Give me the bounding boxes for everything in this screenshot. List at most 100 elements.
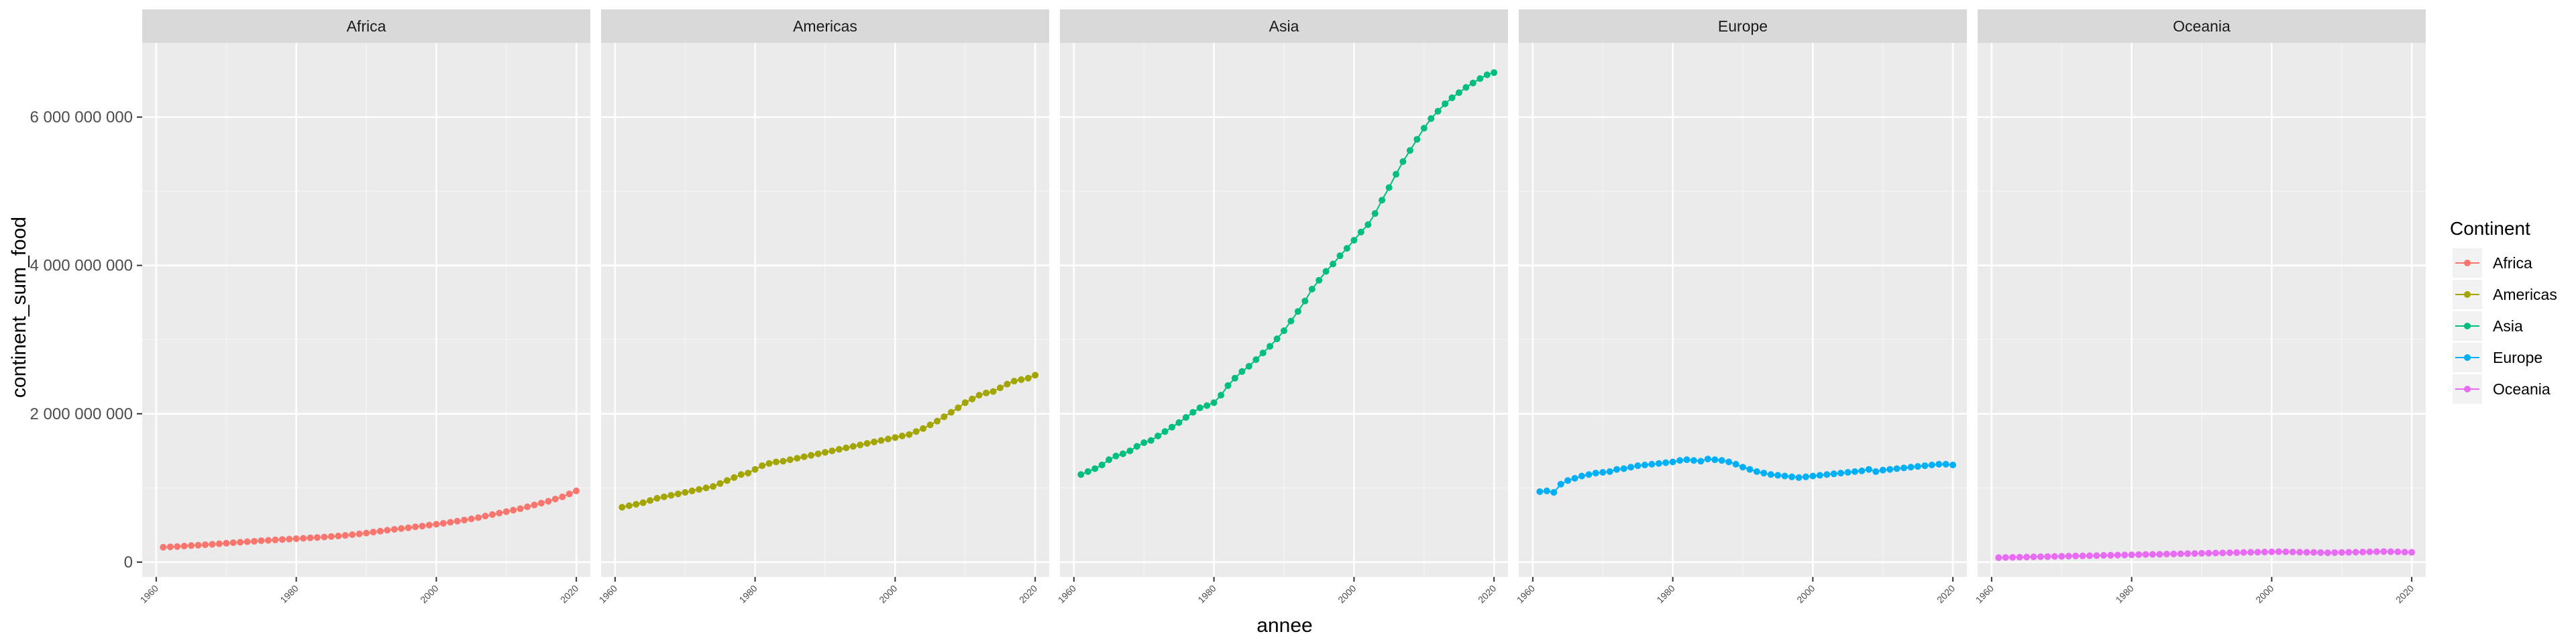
data-point bbox=[1718, 457, 1725, 464]
data-point bbox=[2044, 553, 2051, 560]
data-point bbox=[1599, 469, 1607, 476]
data-point bbox=[723, 477, 731, 484]
data-point bbox=[258, 537, 265, 544]
legend-key-point bbox=[2464, 354, 2471, 361]
data-point bbox=[2002, 554, 2009, 561]
legend-item: Asia bbox=[2453, 311, 2523, 341]
data-point bbox=[1273, 335, 1281, 343]
data-point bbox=[2191, 550, 2198, 557]
data-point bbox=[892, 434, 899, 441]
data-point bbox=[975, 392, 983, 399]
data-point bbox=[433, 521, 440, 528]
data-point bbox=[2198, 549, 2205, 557]
data-point bbox=[660, 493, 667, 500]
data-point bbox=[1393, 170, 1399, 178]
data-point bbox=[1620, 465, 1627, 472]
data-point bbox=[1844, 469, 1851, 476]
data-point bbox=[1900, 464, 1908, 472]
facet-strip-label: Asia bbox=[1269, 17, 1299, 35]
data-point bbox=[453, 517, 461, 525]
data-point bbox=[1203, 402, 1211, 409]
data-point bbox=[1802, 473, 1809, 480]
data-point bbox=[934, 417, 941, 425]
data-point bbox=[1364, 221, 1372, 228]
data-point bbox=[1469, 79, 1477, 87]
data-point bbox=[327, 533, 335, 540]
data-point bbox=[545, 498, 552, 505]
x-tick-label: 2020 bbox=[2394, 583, 2416, 605]
data-point bbox=[961, 399, 969, 407]
data-point bbox=[1448, 94, 1456, 101]
data-point bbox=[1413, 136, 1421, 143]
data-point bbox=[2065, 553, 2072, 559]
data-point bbox=[759, 462, 766, 470]
data-point bbox=[2380, 548, 2387, 555]
data-point bbox=[828, 447, 836, 455]
y-tick-label: 4 000 000 000 bbox=[30, 257, 133, 275]
data-point bbox=[1536, 488, 1544, 495]
data-point bbox=[716, 480, 724, 487]
facet-strip bbox=[142, 9, 590, 43]
data-point bbox=[920, 425, 927, 432]
data-point bbox=[794, 455, 801, 462]
data-point bbox=[702, 484, 710, 492]
data-point bbox=[2275, 548, 2282, 555]
data-point bbox=[1371, 210, 1379, 217]
y-axis-title: continent_sum_food bbox=[8, 217, 30, 398]
data-point bbox=[1851, 468, 1858, 475]
x-tick-label: 1960 bbox=[1056, 583, 1078, 605]
data-point bbox=[1858, 467, 1866, 474]
data-point bbox=[1379, 197, 1386, 204]
data-point bbox=[1420, 125, 1428, 132]
data-point bbox=[898, 432, 906, 439]
data-point bbox=[1746, 466, 1754, 473]
data-point bbox=[1879, 466, 1886, 474]
facet-strip-label: Africa bbox=[347, 17, 386, 35]
data-point bbox=[2345, 549, 2353, 556]
data-point bbox=[1995, 554, 2002, 561]
data-point bbox=[2086, 552, 2093, 559]
legend: Continent Africa Americas Asia Europe Oceani… bbox=[2450, 218, 2557, 404]
data-point bbox=[996, 384, 1004, 392]
data-point bbox=[1428, 115, 1435, 122]
x-tick-label: 2020 bbox=[1017, 583, 1039, 605]
facet-panel: Asia 1960 1980 2000 2020 bbox=[1056, 9, 1508, 605]
data-point bbox=[1543, 487, 1550, 494]
data-point bbox=[531, 501, 538, 508]
data-point bbox=[1914, 463, 1921, 470]
data-point bbox=[955, 404, 962, 411]
data-point bbox=[1126, 447, 1134, 455]
x-tick-label: 2020 bbox=[1476, 583, 1498, 605]
data-point bbox=[1830, 470, 1837, 478]
data-point bbox=[2023, 553, 2031, 561]
data-point bbox=[2261, 548, 2268, 555]
data-point bbox=[751, 466, 759, 473]
data-point bbox=[1571, 475, 1578, 482]
data-point bbox=[1294, 308, 1301, 315]
data-point bbox=[1725, 458, 1733, 466]
data-point bbox=[2121, 551, 2129, 559]
data-point bbox=[1606, 468, 1613, 475]
data-point bbox=[765, 460, 773, 467]
data-point bbox=[390, 526, 398, 533]
data-point bbox=[1921, 462, 1929, 470]
data-point bbox=[653, 494, 661, 502]
x-tick-label: 1960 bbox=[1974, 583, 1996, 605]
data-point bbox=[229, 539, 237, 546]
x-tick-label: 2000 bbox=[877, 583, 899, 605]
data-point bbox=[2324, 549, 2331, 556]
data-point bbox=[2401, 549, 2408, 555]
data-point bbox=[272, 536, 279, 543]
data-point bbox=[1112, 452, 1120, 460]
x-tick-label: 1980 bbox=[737, 583, 759, 605]
data-point bbox=[2226, 549, 2233, 556]
data-point bbox=[1795, 474, 1803, 481]
data-point bbox=[447, 519, 454, 526]
data-point bbox=[1119, 450, 1126, 458]
legend-label: Asia bbox=[2493, 317, 2523, 335]
data-point bbox=[1287, 317, 1295, 325]
data-point bbox=[871, 438, 878, 445]
legend-title: Continent bbox=[2450, 218, 2530, 239]
data-point bbox=[2142, 551, 2149, 558]
